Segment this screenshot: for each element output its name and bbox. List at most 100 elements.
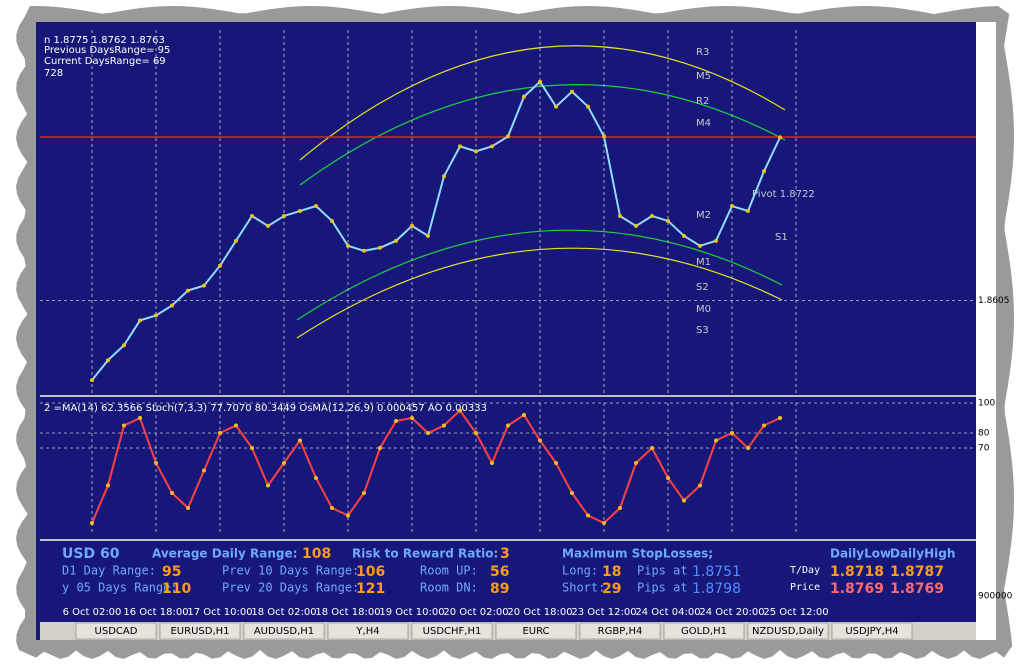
tab-label[interactable]: USDCAD (95, 626, 138, 637)
panel-value: 89 (490, 581, 509, 597)
y-tick-label: 70 (978, 444, 990, 454)
x-tick-label: 6 Oct 02:00 (63, 607, 122, 618)
data-point (410, 223, 414, 228)
tab[interactable] (75, 622, 157, 640)
tab[interactable] (327, 622, 409, 640)
tab[interactable] (663, 622, 745, 640)
panel-value: 56 (490, 564, 509, 580)
arc-upper (299, 84, 786, 186)
data-point (650, 213, 654, 218)
x-tick-label: 17 Oct 10:00 (187, 607, 252, 618)
data-point (250, 213, 254, 218)
x-tick-label: 19 Oct 10:00 (379, 607, 444, 618)
tab-label[interactable]: GOLD,H1 (681, 626, 727, 637)
data-point (762, 423, 766, 428)
data-point (90, 378, 94, 383)
tab-label[interactable]: Y,H4 (355, 626, 379, 637)
x-tick-label: 24 Oct 20:00 (699, 607, 764, 618)
tab-label[interactable]: RGBP,H4 (598, 626, 643, 637)
data-point (298, 438, 302, 443)
tabs: USDCAD EURUSD,H1 AUDUSD,H1 Y,H4 USDCHF,H1 EUR… (75, 622, 913, 640)
data-point (330, 506, 334, 510)
chart-window (36, 22, 996, 640)
panel-value: 3 (500, 546, 510, 562)
panel-label: DailyLow (830, 547, 891, 561)
data-point (218, 263, 222, 268)
level-label: S3 (696, 325, 709, 336)
level-label: M5 (696, 71, 711, 82)
panel-label: Price (790, 582, 820, 593)
data-point (266, 483, 270, 488)
data-point (538, 79, 542, 84)
panel-value: 110 (162, 581, 191, 597)
panel-label: T/Day (790, 565, 820, 576)
panel-label: Pips at (637, 564, 688, 578)
panel-value: 1.8751 (692, 564, 741, 580)
data-point (442, 174, 446, 179)
data-point (698, 483, 702, 488)
x-tick-label: 25 Oct 12:00 (763, 607, 828, 618)
tab[interactable] (579, 622, 661, 640)
panel-value: 106 (356, 564, 385, 580)
data-point (714, 438, 718, 443)
volume-scale: 900000 (978, 592, 1013, 602)
panel-label: Prev 20 Days Range: (222, 581, 359, 595)
data-point (730, 204, 734, 209)
arc-lower (296, 247, 783, 339)
tab-label[interactable]: EURUSD,H1 (170, 626, 229, 637)
tab[interactable] (495, 622, 577, 640)
tab[interactable] (243, 622, 325, 640)
data-point (746, 446, 750, 450)
x-tick-label: 18 Oct 02:00 (251, 607, 316, 618)
data-point (666, 476, 670, 480)
data-point (682, 233, 686, 238)
data-point (138, 416, 142, 420)
data-point (426, 431, 430, 435)
data-point (602, 134, 606, 139)
panel-label: Room UP: (420, 564, 478, 578)
tab[interactable] (159, 622, 241, 640)
level-label: S1 (775, 232, 788, 243)
tab[interactable] (831, 622, 913, 640)
data-point (410, 416, 414, 420)
data-point (506, 423, 510, 428)
data-point (122, 343, 126, 348)
data-point (458, 144, 462, 149)
data-point (634, 223, 638, 228)
data-point (154, 313, 158, 318)
data-point (618, 506, 622, 510)
panel-value: 108 (302, 546, 331, 562)
data-point (570, 89, 574, 94)
data-point (442, 423, 446, 428)
data-point (378, 446, 382, 450)
panel-value: 95 (162, 564, 181, 580)
data-point (554, 461, 558, 465)
x-tick-label: 24 Oct 04:00 (635, 607, 700, 618)
info-line: Previous DaysRange= 95 (44, 45, 170, 56)
data-point (282, 213, 286, 218)
panel-label: Prev 10 Days Range: (222, 564, 359, 578)
tab-label[interactable]: USDJPY,H4 (845, 626, 898, 637)
data-point (362, 248, 366, 253)
tab-label[interactable]: USDCHF,H1 (423, 626, 482, 637)
tab[interactable] (747, 622, 829, 640)
data-point (330, 218, 334, 223)
data-point (458, 408, 462, 413)
panel-value: 1.8798 (692, 581, 741, 597)
panel-value: 1.8769 (890, 581, 944, 597)
tab-label[interactable]: AUDUSD,H1 (254, 626, 314, 637)
level-label: M2 (696, 210, 711, 221)
tab[interactable] (411, 622, 493, 640)
tab-label[interactable]: NZDUSD,Daily (752, 626, 824, 637)
data-point (762, 169, 766, 174)
info-line: Current DaysRange= 69 (44, 56, 166, 67)
x-tick-label: 20 Oct 02:00 (443, 607, 508, 618)
price-scale (976, 22, 996, 640)
panel-label: Long: (562, 564, 598, 578)
panel-value: 18 (602, 564, 621, 580)
tab-label[interactable]: EURC (522, 626, 549, 637)
panel-label: Maximum StopLosses; (562, 547, 713, 561)
data-point (314, 204, 318, 209)
